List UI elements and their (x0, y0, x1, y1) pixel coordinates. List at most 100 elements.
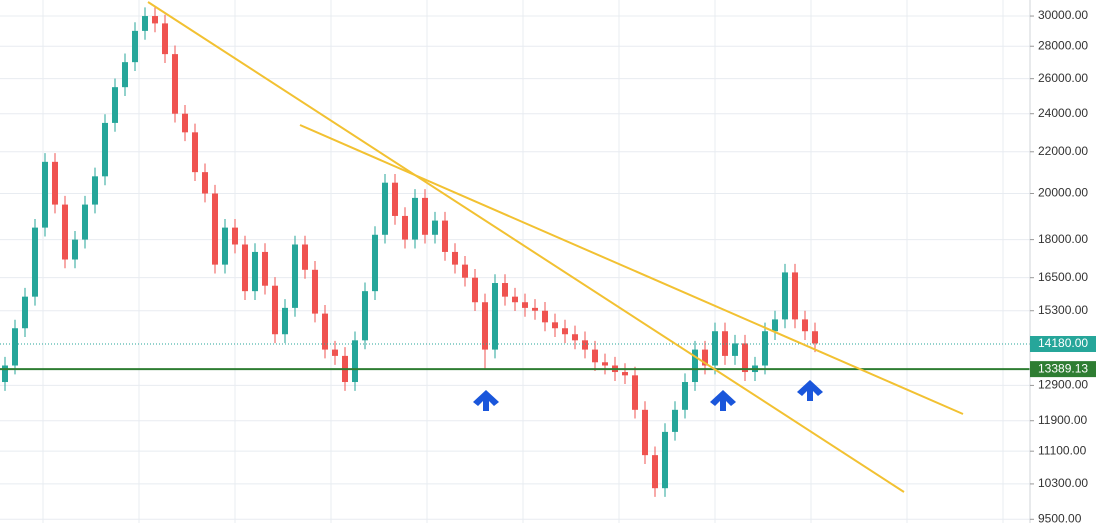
candle-body (252, 251, 258, 292)
candle-body (12, 328, 18, 366)
candle-body (392, 182, 398, 216)
up-arrow (473, 390, 499, 411)
candle-body (62, 204, 68, 260)
candle-body (112, 87, 118, 123)
candle-body (792, 272, 798, 320)
y-tick-label: 10300.00 (1038, 476, 1088, 490)
candle-body (52, 161, 58, 205)
candle-body (352, 340, 358, 383)
y-tick-label: 9500.00 (1038, 511, 1082, 523)
candle-body (522, 302, 528, 308)
candle-body (132, 30, 138, 63)
candle-body (162, 23, 168, 55)
candle-body (242, 244, 248, 292)
candle-body (602, 362, 608, 366)
candle-body (532, 307, 538, 311)
candle-body (412, 197, 418, 240)
candle-body (502, 283, 508, 297)
candle-body (262, 251, 268, 286)
candle-body (32, 227, 38, 297)
candle-body (272, 285, 278, 335)
candle-body (782, 272, 788, 320)
candle-body (332, 349, 338, 356)
candle-body (282, 307, 288, 335)
candle-body (472, 277, 478, 303)
candle-body (742, 343, 748, 373)
candle-body (192, 132, 198, 173)
candle-body (422, 197, 428, 235)
candle-body (362, 291, 368, 341)
candle-body (382, 182, 388, 235)
price-axis (1030, 0, 1096, 523)
candle-body (372, 234, 378, 292)
candle-body (702, 349, 708, 366)
price-tag-label: 13389.13 (1038, 361, 1088, 375)
candle-body (452, 251, 458, 265)
candle-body (662, 431, 668, 489)
y-tick-label: 15300.00 (1038, 303, 1088, 317)
candle-body (482, 302, 488, 350)
y-tick-label: 11900.00 (1038, 413, 1087, 427)
candle-body (442, 220, 448, 252)
candle-body (222, 227, 228, 265)
y-tick-label: 30000.00 (1038, 8, 1088, 22)
price-tag-label: 14180.00 (1038, 336, 1088, 350)
candle-body (692, 349, 698, 383)
arrows (473, 380, 823, 411)
candle-body (292, 244, 298, 308)
candle-body (512, 296, 518, 303)
candle-body (92, 176, 98, 205)
candle-body (552, 322, 558, 329)
candle-body (402, 215, 408, 240)
candle-body (122, 62, 128, 88)
candle-body (72, 239, 78, 260)
price-tag (1030, 336, 1096, 353)
y-tick-label: 18000.00 (1038, 232, 1088, 246)
candle-body (652, 455, 658, 489)
candle-body (22, 296, 28, 329)
y-tick-label: 16500.00 (1038, 270, 1088, 284)
y-tick-label: 20000.00 (1038, 186, 1088, 200)
candle-body (722, 331, 728, 356)
price-tag (1030, 361, 1096, 378)
trend-line (299, 124, 964, 415)
candle-body (312, 269, 318, 314)
candle-body (492, 283, 498, 350)
up-arrow (797, 380, 823, 401)
candle-body (642, 409, 648, 456)
axis-labels: 30000.00 28000.00 26000.00 24000.00 22000.00… (1030, 8, 1096, 523)
candle-body (572, 334, 578, 341)
candle-body (592, 349, 598, 363)
candle-body (622, 372, 628, 376)
candle-body (802, 319, 808, 332)
up-arrow (710, 390, 736, 411)
candle-body (302, 244, 308, 270)
candle-body (712, 331, 718, 366)
candle-body (582, 340, 588, 350)
y-tick-label: 26000.00 (1038, 71, 1088, 85)
trend-lines (147, 1, 964, 493)
candle-body (142, 16, 148, 31)
y-tick-label: 12900.00 (1038, 378, 1088, 392)
candle-body (562, 328, 568, 335)
candle-body (232, 227, 238, 245)
candles (0, 7, 1030, 497)
y-tick-label: 24000.00 (1038, 106, 1088, 120)
candle-body (182, 113, 188, 133)
y-tick-label: 22000.00 (1038, 144, 1088, 158)
candle-body (682, 382, 688, 410)
candle-body (432, 220, 438, 235)
candle-body (42, 161, 48, 228)
candle-body (772, 319, 778, 332)
y-tick-label: 28000.00 (1038, 38, 1088, 52)
candle-body (462, 264, 468, 278)
candle-body (812, 331, 818, 344)
candle-body (2, 365, 8, 383)
grid (0, 0, 1030, 523)
candle-body (542, 310, 548, 323)
candle-body (762, 331, 768, 366)
candle-body (672, 409, 678, 432)
candle-body (152, 16, 158, 24)
candle-body (322, 313, 328, 350)
candle-body (202, 172, 208, 194)
